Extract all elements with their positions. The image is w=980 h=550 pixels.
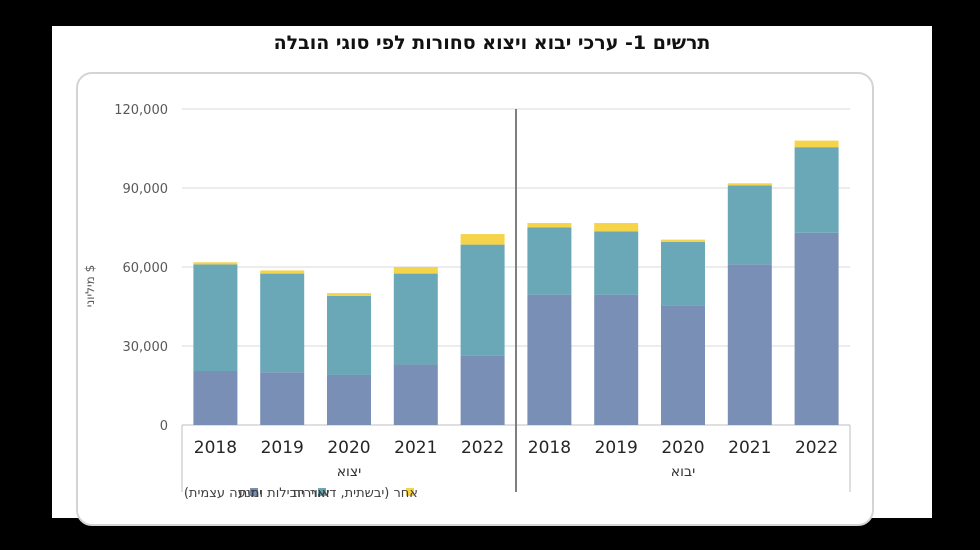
bar-segment xyxy=(727,185,772,265)
bar-segment xyxy=(794,232,839,425)
bar-segment xyxy=(460,355,505,425)
bar-segment xyxy=(527,227,572,295)
y-tick-label: 0 xyxy=(160,419,168,434)
bar-segment xyxy=(393,364,438,425)
bar-segment xyxy=(393,267,438,274)
bar-segment xyxy=(794,140,839,148)
group-label: יבוא xyxy=(671,464,695,480)
bar-segment xyxy=(327,374,371,425)
bar-segment xyxy=(794,147,839,233)
bar-segment xyxy=(661,241,705,306)
bar-segment xyxy=(260,372,305,425)
legend-swatch xyxy=(318,488,326,496)
x-tick-label: 2022 xyxy=(461,438,504,458)
y-tick-label: 120,000 xyxy=(114,103,168,118)
bar-segment xyxy=(260,270,305,274)
bar-segment xyxy=(594,231,639,295)
y-tick-label: 60,000 xyxy=(123,261,169,276)
x-tick-label: 2021 xyxy=(394,438,437,458)
group-label: יצוא xyxy=(337,464,362,480)
chart-title: תרשים 1- ערכי יבוא ויצוא סחורות לפי סוגי… xyxy=(273,32,711,54)
legend-label: אחר (יבשתית, דואר חבילות והנעה עצמית) xyxy=(184,486,418,501)
bar-segment xyxy=(527,223,572,228)
x-tick-label: 2018 xyxy=(528,438,571,458)
bar-segment xyxy=(193,371,238,425)
x-tick-label: 2022 xyxy=(795,438,838,458)
bar-segment xyxy=(193,262,238,265)
y-axis-label: מיליוני $ xyxy=(83,265,97,308)
bar-segment xyxy=(527,294,572,425)
x-tick-label: 2020 xyxy=(661,438,704,458)
y-tick-label: 30,000 xyxy=(123,340,169,355)
x-tick-label: 2018 xyxy=(194,438,237,458)
legend-label: אווירית xyxy=(293,486,330,501)
bar-segment xyxy=(661,239,705,242)
bar-segment xyxy=(393,273,438,365)
x-tick-label: 2020 xyxy=(327,438,370,458)
x-tick-label: 2019 xyxy=(261,438,304,458)
bar-segment xyxy=(260,273,305,373)
x-tick-label: 2019 xyxy=(595,438,638,458)
bar-segment xyxy=(460,244,505,356)
bar-segment xyxy=(727,183,772,186)
y-tick-label: 90,000 xyxy=(123,182,169,197)
bar-segment xyxy=(727,264,772,425)
legend-label: ימית xyxy=(239,486,262,501)
bar-segment xyxy=(327,293,371,296)
bar-segment xyxy=(594,223,639,232)
bar-segment xyxy=(460,234,505,245)
bar-segment xyxy=(193,264,238,372)
legend-swatch xyxy=(250,488,258,496)
x-tick-label: 2021 xyxy=(728,438,771,458)
legend-swatch xyxy=(406,488,414,496)
bar-segment xyxy=(594,294,639,425)
bar-segment xyxy=(327,295,371,375)
bar-segment xyxy=(661,305,705,425)
